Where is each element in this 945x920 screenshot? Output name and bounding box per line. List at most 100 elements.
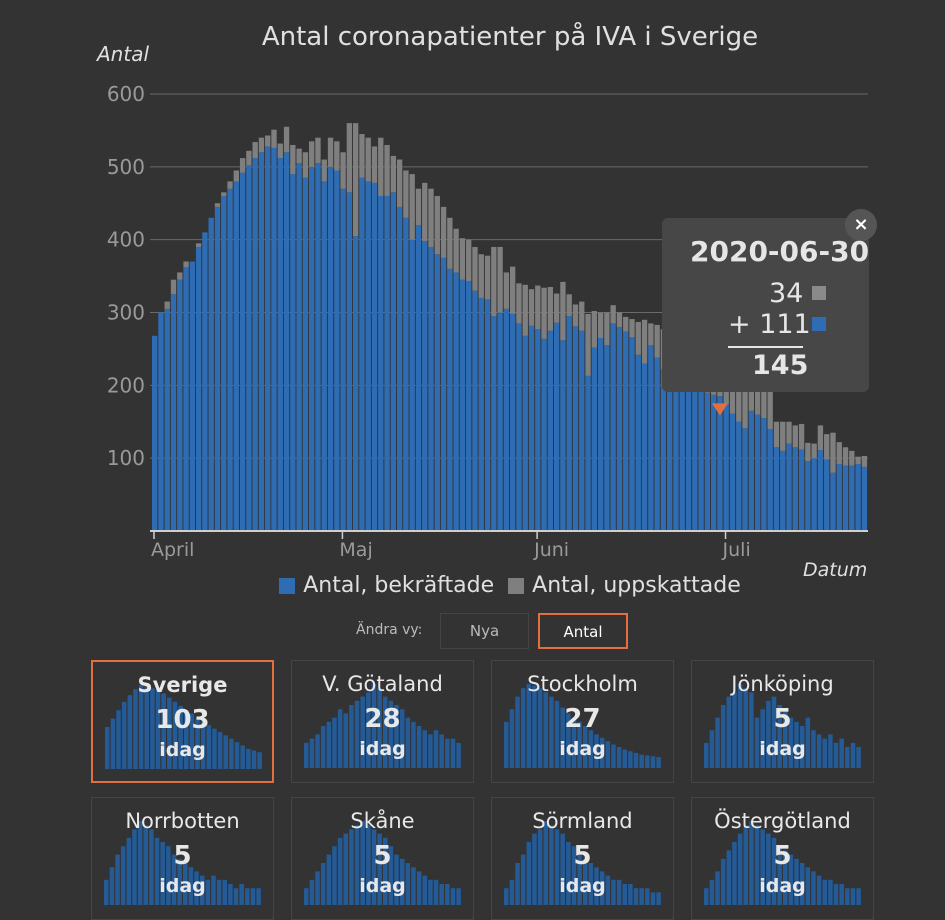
sparkline-bar xyxy=(456,742,461,768)
region-name: Stockholm xyxy=(527,672,638,696)
bar-bekraftade xyxy=(591,347,597,531)
sparkline-bar xyxy=(383,696,388,768)
bar-bekraftade xyxy=(290,174,296,531)
bar-uppskattade xyxy=(459,238,466,280)
sparkline-bar xyxy=(771,696,777,768)
sparkline-bar xyxy=(326,721,332,768)
region-card[interactable]: Stockholm 27 idag xyxy=(491,660,674,783)
bar-bekraftade xyxy=(736,421,742,531)
bar-uppskattade xyxy=(497,246,503,313)
bar-bekraftade xyxy=(579,330,585,531)
legend-item-bekraftade[interactable]: Antal, bekräftade xyxy=(279,573,494,598)
sparkline-bar xyxy=(549,696,554,768)
bar-bekraftade xyxy=(842,465,849,531)
bar-uppskattade xyxy=(773,421,780,448)
bar-bekraftade xyxy=(277,158,283,532)
sparkline-bar xyxy=(554,700,560,768)
bar-bekraftade xyxy=(616,327,623,531)
sparkline-bar xyxy=(504,721,509,768)
bar-bekraftade xyxy=(798,449,805,531)
y-tick-label: 100 xyxy=(107,446,145,470)
sparkline-bar xyxy=(828,734,833,768)
bar-bekraftade xyxy=(415,225,422,531)
bar-bekraftade xyxy=(604,345,610,531)
sparkline-bar xyxy=(240,745,245,769)
sparkline-bar xyxy=(184,710,189,769)
bar-uppskattade xyxy=(164,301,170,309)
tooltip xyxy=(662,218,869,392)
bar-uppskattade xyxy=(233,170,239,182)
toggle-nya-button[interactable]: Nya xyxy=(440,613,529,649)
region-value: 28 xyxy=(364,704,401,734)
sparkline-bar xyxy=(223,735,229,769)
bar-uppskattade xyxy=(434,195,440,255)
bar-uppskattade xyxy=(792,425,798,448)
sparkline-bar xyxy=(257,752,262,769)
toggle-antal-button[interactable]: Antal xyxy=(538,613,628,649)
bar-bekraftade xyxy=(754,414,761,531)
region-card[interactable]: Sverige 103 idag xyxy=(91,660,274,783)
bar-bekraftade xyxy=(780,450,786,531)
region-card[interactable]: Skåne 5 idag xyxy=(291,797,474,920)
sparkline-bar xyxy=(588,730,594,768)
region-card[interactable]: V. Götaland 28 idag xyxy=(291,660,474,783)
bar-bekraftade xyxy=(836,463,842,531)
bar-uppskattade xyxy=(271,129,277,148)
sparkline-bar xyxy=(656,757,661,768)
bar-bekraftade xyxy=(327,166,334,532)
bar-bekraftade xyxy=(340,188,346,531)
bar-uppskattade xyxy=(648,323,654,346)
bar-uppskattade xyxy=(510,266,516,314)
legend-swatch-uppskattade xyxy=(508,577,525,594)
bar-bekraftade xyxy=(528,325,535,531)
bar-bekraftade xyxy=(535,329,541,531)
x-tick-label: April xyxy=(151,539,194,561)
region-unit: idag xyxy=(359,738,406,760)
sparkline-bar xyxy=(749,692,754,768)
bar-bekraftade xyxy=(239,172,246,531)
region-value: 5 xyxy=(773,841,792,871)
sparkline xyxy=(504,684,661,768)
legend-item-uppskattade[interactable]: Antal, uppskattade xyxy=(508,573,741,598)
bar-bekraftade xyxy=(767,429,773,531)
bar-uppskattade xyxy=(252,142,258,159)
y-tick-label: 600 xyxy=(107,82,145,106)
bar-bekraftade xyxy=(685,384,692,531)
region-card[interactable]: Sörmland 5 idag xyxy=(491,797,674,920)
sparkline-bar xyxy=(532,685,537,768)
close-icon[interactable]: × xyxy=(845,209,877,241)
bar-bekraftade xyxy=(742,428,748,531)
sparkline-bar xyxy=(234,742,240,769)
bar-uppskattade xyxy=(522,284,528,336)
region-card[interactable]: Norrbotten 5 idag xyxy=(91,797,274,920)
bar-uppskattade xyxy=(535,285,541,330)
bar-bekraftade xyxy=(811,458,817,531)
sparkline-bar xyxy=(605,741,611,768)
bar-uppskattade xyxy=(616,312,623,328)
sparkline-bar xyxy=(360,821,365,905)
bar-uppskattade xyxy=(572,304,579,327)
region-card[interactable]: Östergötland 5 idag xyxy=(691,797,874,920)
bar-bekraftade xyxy=(761,418,767,531)
bar-bekraftade xyxy=(183,267,189,531)
bar-bekraftade xyxy=(692,385,698,531)
sparkline-bar xyxy=(822,738,828,768)
bar-uppskattade xyxy=(830,432,836,473)
bar-uppskattade xyxy=(214,203,221,207)
sparkline-bar xyxy=(105,727,110,769)
bar-uppskattade xyxy=(378,137,384,196)
sparkline-bar xyxy=(371,684,377,768)
region-card[interactable]: Jönköping 5 idag xyxy=(691,660,874,783)
bar-uppskattade xyxy=(767,381,773,430)
sparkline-bar xyxy=(354,825,360,905)
bar-uppskattade xyxy=(516,283,522,324)
region-unit: idag xyxy=(159,875,206,897)
tooltip-swatch-bekraftade xyxy=(812,317,826,331)
bar-uppskattade xyxy=(597,312,604,338)
sparkline-bar xyxy=(737,684,743,768)
bar-bekraftade xyxy=(610,323,616,531)
chart-title: Antal coronapatienter på IVA i Sverige xyxy=(261,22,759,52)
sparkline-bar xyxy=(360,696,365,768)
sparkline xyxy=(704,684,861,768)
bar-uppskattade xyxy=(484,255,491,300)
